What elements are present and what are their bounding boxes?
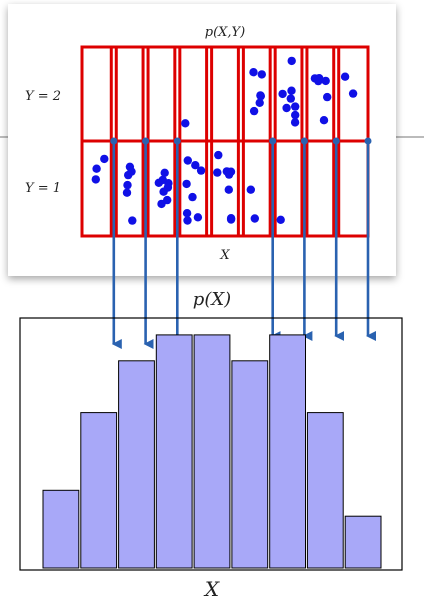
marginal-bars	[42, 334, 382, 569]
data-point	[224, 185, 233, 194]
data-point	[256, 91, 265, 101]
marginal-frame	[19, 317, 403, 571]
data-point	[323, 92, 332, 102]
data-point	[183, 156, 192, 165]
histogram-bar	[306, 412, 344, 569]
data-point	[123, 180, 132, 190]
histogram-bar	[344, 515, 382, 569]
data-point	[348, 89, 358, 98]
histogram-bar	[80, 412, 118, 569]
joint-x-label: X	[219, 248, 230, 263]
y2-label: Y = 2	[25, 89, 61, 104]
marginal-title: p(X)	[193, 289, 231, 310]
data-point	[286, 94, 295, 103]
marginal-x-label: X	[203, 577, 220, 598]
data-point	[226, 167, 236, 176]
data-point	[160, 168, 169, 177]
data-point	[213, 168, 222, 177]
histogram-bar	[118, 360, 155, 569]
data-point	[214, 150, 223, 160]
y1-label: Y = 1	[25, 181, 61, 196]
histogram-bar	[193, 334, 231, 569]
data-point	[188, 192, 197, 202]
data-point	[340, 72, 350, 81]
data-point	[290, 118, 300, 127]
data-point	[226, 215, 236, 224]
data-point	[92, 164, 101, 173]
data-point	[287, 86, 296, 95]
histogram-bar	[269, 334, 307, 569]
data-point	[182, 179, 191, 189]
histogram-bar	[231, 360, 269, 569]
data-point	[249, 106, 259, 116]
data-point	[191, 161, 200, 170]
data-point	[181, 119, 190, 128]
data-point	[319, 116, 329, 125]
data-point	[291, 110, 300, 120]
data-point	[159, 187, 168, 196]
data-point	[278, 89, 287, 99]
histogram-bar	[155, 334, 193, 569]
data-point	[128, 216, 137, 225]
data-point	[276, 215, 285, 224]
data-point	[183, 216, 192, 225]
joint-arrows	[110, 137, 376, 349]
joint-title: p(X,Y)	[205, 25, 245, 40]
data-point	[282, 103, 291, 113]
data-point	[321, 76, 330, 86]
data-point	[154, 178, 163, 187]
data-point	[250, 214, 259, 223]
data-point	[246, 185, 255, 194]
data-point	[182, 209, 192, 218]
data-point	[122, 188, 132, 197]
data-point	[249, 68, 258, 77]
data-point	[127, 167, 136, 176]
data-point	[157, 199, 166, 209]
data-point	[257, 70, 266, 79]
data-point	[255, 98, 264, 108]
data-point	[196, 166, 206, 175]
data-point	[291, 102, 300, 111]
joint-dots	[91, 56, 358, 225]
histogram-bar	[42, 489, 80, 569]
data-point	[100, 154, 109, 164]
data-point	[193, 213, 203, 222]
data-point	[91, 175, 101, 184]
data-point	[287, 56, 296, 66]
data-point	[315, 74, 324, 83]
